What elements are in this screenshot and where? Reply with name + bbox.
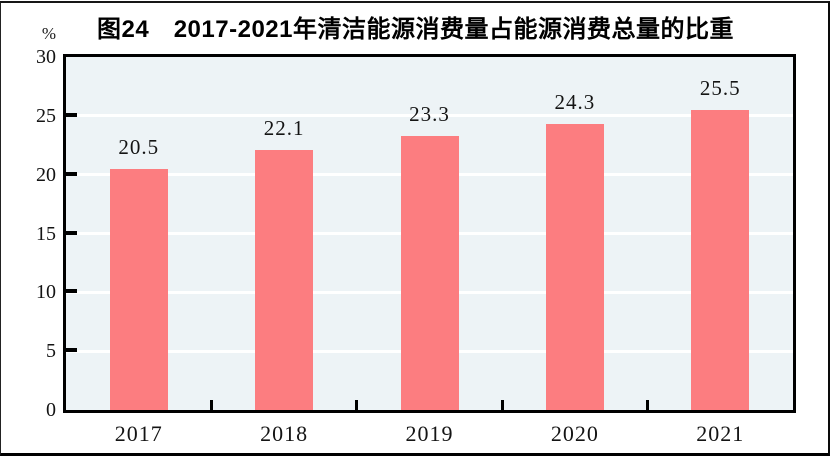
y-axis-tick-10	[66, 289, 77, 294]
y-axis-label-5: 5	[46, 340, 56, 363]
bar-value-label-2018: 22.1	[263, 115, 305, 140]
x-axis-boundary-tick-4	[646, 400, 650, 410]
y-axis-tick-5	[66, 348, 77, 353]
gridline-25	[66, 114, 793, 118]
bar-value-label-2020: 24.3	[554, 90, 596, 115]
bar-2021	[691, 109, 750, 410]
y-axis-label-20: 20	[36, 163, 56, 186]
x-axis-label-2017: 2017	[114, 421, 163, 446]
y-axis-tick-15	[66, 230, 77, 235]
x-axis-label-2019: 2019	[405, 421, 454, 446]
x-axis-boundary-tick-1	[209, 400, 213, 410]
y-axis-label-15: 15	[36, 222, 56, 245]
bar-value-label-2019: 23.3	[409, 101, 450, 126]
x-axis-label-2020: 2020	[550, 421, 599, 446]
bar-2018	[255, 149, 314, 410]
y-axis-label-30: 30	[36, 46, 56, 68]
x-axis-boundary-tick-2	[355, 400, 359, 410]
bar-value-label-2017: 20.5	[118, 134, 160, 159]
x-axis-boundary-tick-3	[500, 400, 504, 410]
bar-2020	[545, 124, 604, 410]
y-axis-tick-25	[66, 112, 77, 117]
y-axis-label-25: 25	[36, 104, 56, 127]
y-axis-label-0: 0	[46, 399, 56, 421]
x-axis-label-2021: 2021	[696, 421, 745, 446]
x-axis-label-2018: 2018	[260, 421, 309, 446]
bar-2019	[400, 135, 459, 410]
y-axis-unit-label: %	[41, 24, 56, 43]
y-axis-tick-20	[66, 171, 77, 176]
y-axis-label-10: 10	[36, 281, 56, 304]
bar-value-label-2021: 25.5	[699, 75, 741, 100]
bar-2017	[109, 168, 168, 410]
chart-title: 图24 2017-2021年清洁能源消费量占能源消费总量的比重	[97, 16, 734, 43]
plot-area: 20.5 22.1 23.3 24.3 25.5	[63, 54, 796, 413]
